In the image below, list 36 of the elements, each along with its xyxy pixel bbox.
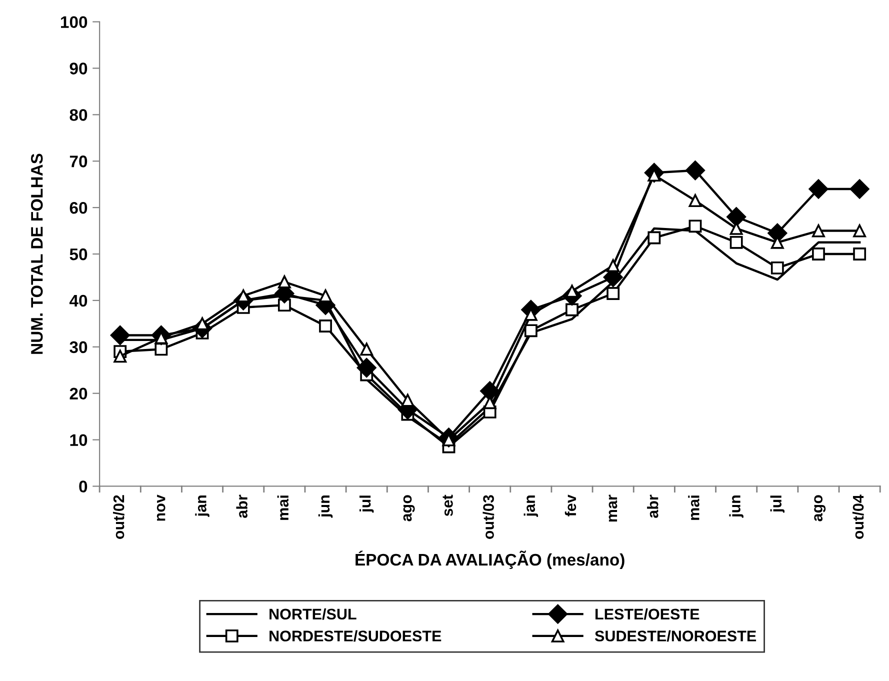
legend-label: LESTE/OESTE	[596, 608, 700, 620]
x-axis-title: ÉPOCA DA AVALIAÇÃO (mes/ano)	[356, 550, 624, 569]
y-tick-label: 30	[70, 341, 88, 354]
y-tick-label: 0	[79, 480, 88, 492]
y-tick-label: 50	[70, 248, 88, 260]
y-tick-label: 10	[70, 434, 88, 446]
x-tick-label: jan	[524, 496, 538, 517]
x-tick-label: set	[442, 494, 453, 516]
y-tick-label: 80	[70, 109, 88, 121]
x-tick-label: out/04	[852, 494, 864, 539]
x-tick-label: mar	[608, 494, 618, 522]
y-tick-label: 60	[70, 202, 88, 214]
x-tick-label: jul	[359, 496, 374, 513]
y-axis-title: NUM. TOTAL DE FOLHAS	[30, 154, 43, 354]
y-tick-label: 100	[61, 16, 88, 28]
x-tick-label: out/02	[112, 495, 124, 539]
x-tick-label: ago	[814, 495, 826, 522]
y-tick-label: 20	[70, 388, 88, 400]
x-tick-label: nov	[156, 494, 166, 521]
x-tick-label: jul	[770, 496, 785, 513]
x-tick-label: jun	[318, 496, 333, 518]
legend-label: NORDESTE/SUDOESTE	[270, 630, 442, 642]
y-tick-label: 90	[70, 62, 88, 74]
x-tick-label: out/03	[482, 495, 494, 539]
legend-label: SUDESTE/NOROESTE	[594, 630, 756, 642]
x-tick-label: fev	[564, 494, 576, 516]
x-tick-label: abr	[236, 494, 248, 518]
x-tick-label: mai	[688, 496, 700, 520]
x-tick-label: jun	[729, 496, 744, 518]
x-tick-label: jan	[195, 496, 210, 517]
x-tick-label: abr	[647, 494, 658, 518]
legend-label: NORTE/SUL	[270, 608, 356, 620]
x-tick-label: ago	[403, 495, 415, 522]
x-tick-label: mai	[277, 496, 289, 520]
y-tick-label: 40	[69, 294, 88, 307]
y-tick-label: 70	[70, 156, 88, 168]
